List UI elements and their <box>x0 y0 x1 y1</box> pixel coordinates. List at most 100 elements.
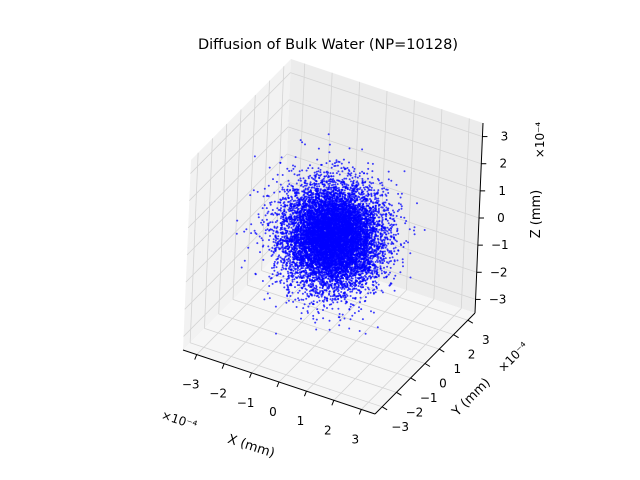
scatter-point <box>302 177 305 180</box>
z-gridline <box>189 99 290 201</box>
scatter-point <box>292 185 294 188</box>
scatter-point <box>279 217 282 220</box>
scatter-point <box>288 232 290 235</box>
scatter-point <box>314 321 317 324</box>
scatter-point <box>330 188 333 191</box>
z-tick-label: −3 <box>489 292 507 306</box>
scatter-point <box>386 265 389 268</box>
scatter-point <box>373 270 376 272</box>
z-gridline <box>190 72 291 174</box>
scatter-point <box>357 182 360 185</box>
y-gridline <box>218 313 411 379</box>
scatter-point <box>399 203 402 206</box>
scatter-point <box>396 210 399 213</box>
scatter-point <box>330 286 333 289</box>
scatter-point <box>348 147 351 150</box>
scatter-point <box>273 264 276 267</box>
x-tick <box>331 400 335 406</box>
scatter-point <box>423 229 426 231</box>
scatter-point <box>348 327 351 330</box>
scatter-point <box>379 260 382 263</box>
z-gridline <box>288 126 481 192</box>
scatter-point <box>386 261 388 264</box>
scatter-point <box>355 287 358 290</box>
scatter-point <box>390 231 393 234</box>
scatter-point <box>253 229 256 232</box>
scatter-point <box>368 275 370 278</box>
scatter-point <box>326 170 328 173</box>
scatter-point <box>272 266 275 269</box>
scatter-point <box>390 243 393 245</box>
scatter-point <box>307 284 310 287</box>
scatter-point <box>353 170 355 173</box>
scatter-point <box>326 299 328 302</box>
scatter-point <box>345 183 348 186</box>
scatter-point <box>350 279 353 282</box>
scatter-point <box>325 175 328 177</box>
scatter-point <box>258 235 261 238</box>
scatter-point <box>371 170 374 173</box>
scatter-point <box>380 181 383 184</box>
scatter-point <box>322 304 325 307</box>
scatter-point <box>314 289 317 292</box>
scatter-point <box>373 189 376 192</box>
scatter-point <box>367 162 370 165</box>
scatter-point <box>317 167 320 170</box>
x-tick-label: 3 <box>351 432 359 446</box>
scatter-point <box>346 174 349 177</box>
scatter-point <box>348 278 351 281</box>
scatter-point <box>261 207 264 210</box>
scatter-point <box>332 291 335 294</box>
scatter-point <box>373 212 376 215</box>
scatter-point <box>287 299 290 302</box>
scatter-point <box>303 281 306 284</box>
scatter-point <box>300 183 303 186</box>
scatter-point <box>291 278 294 281</box>
z-tick-label: 1 <box>498 184 506 198</box>
scatter-point <box>318 185 321 188</box>
scatter-point <box>312 196 315 199</box>
scatter-point <box>384 246 387 249</box>
scatter-point <box>318 299 321 302</box>
scatter-point <box>345 280 348 283</box>
scatter-point <box>268 285 271 287</box>
x-tick-label: −1 <box>237 396 255 410</box>
scatter-point <box>288 262 291 265</box>
scatter-point <box>272 238 275 241</box>
y-tick-label: 3 <box>482 333 490 347</box>
scatter-point <box>277 235 280 238</box>
scatter-point <box>383 260 386 262</box>
scatter-point <box>308 295 310 298</box>
scatter-point <box>379 265 382 268</box>
scatter-point <box>326 287 329 290</box>
scatter-point <box>307 177 310 180</box>
scatter-point <box>348 161 350 164</box>
scatter-point <box>282 196 284 199</box>
scatter-point <box>370 182 373 185</box>
scatter-point <box>377 283 380 286</box>
scatter-point <box>312 317 315 320</box>
scatter-point <box>266 212 269 215</box>
scatter-point <box>272 178 274 181</box>
scatter-point <box>337 170 340 173</box>
scatter-point <box>346 167 349 169</box>
scatter-point <box>310 176 313 179</box>
scatter-point <box>276 173 279 176</box>
scatter-point <box>348 170 351 173</box>
scatter-point <box>387 170 390 173</box>
scatter-point <box>308 302 311 305</box>
y-tick-label: 2 <box>468 348 476 362</box>
scatter-point <box>333 162 336 165</box>
scatter-point <box>289 220 292 223</box>
scatter-point <box>370 186 373 189</box>
scatter-point <box>323 271 326 274</box>
scatter-point <box>388 211 390 214</box>
scatter-point <box>329 295 332 298</box>
scatter-point <box>413 233 416 236</box>
scatter-point <box>366 286 369 289</box>
scatter-point <box>313 294 316 297</box>
x-tick <box>221 363 225 369</box>
scatter-point <box>281 264 284 267</box>
scatter-point <box>304 179 307 182</box>
